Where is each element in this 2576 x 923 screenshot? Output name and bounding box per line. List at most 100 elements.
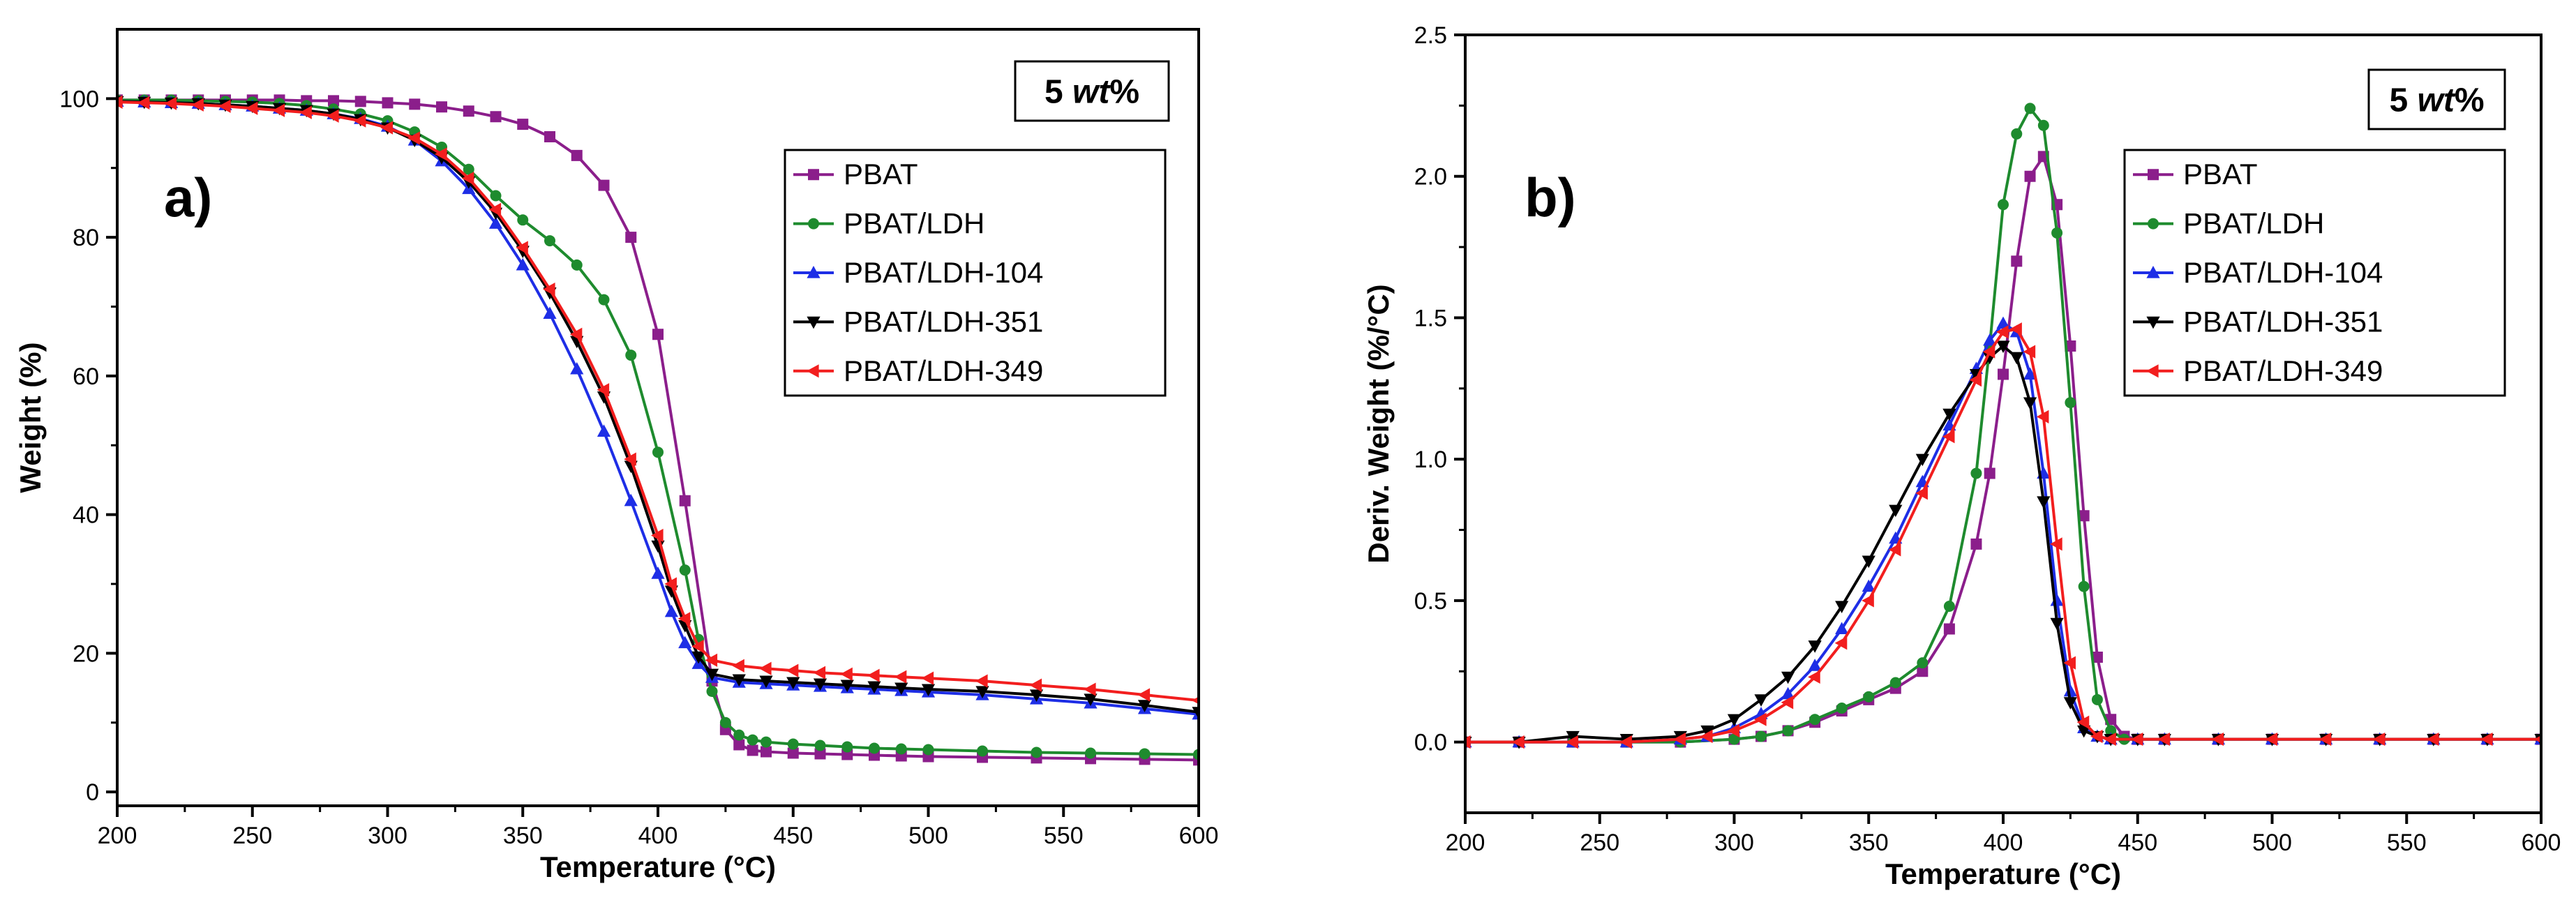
y-axis-label: Weight (%)	[14, 342, 47, 493]
data-point-pbat-ldh-351	[1192, 707, 1199, 719]
data-point-pbat-ldh-351	[840, 680, 854, 693]
annotation-unit: wt	[2418, 82, 2456, 119]
data-point-pbat-ldh-349	[1915, 486, 1928, 500]
data-point-pbat-ldh-104	[543, 306, 557, 320]
data-point-pbat	[544, 131, 555, 143]
data-point-pbat-ldh-349	[1754, 712, 1767, 726]
data-point-pbat-ldh-349	[2211, 732, 2224, 746]
data-point-pbat-ldh-351	[1942, 408, 1956, 421]
data-point-pbat-ldh	[571, 259, 583, 271]
data-point-pbat-ldh-349	[664, 577, 677, 591]
data-point-pbat-ldh-349	[1512, 735, 1525, 749]
data-point-pbat-ldh-349	[1192, 696, 1199, 705]
y-tick-label: 20	[73, 640, 99, 667]
data-point-pbat-ldh	[706, 686, 718, 698]
data-point-pbat	[2011, 255, 2023, 267]
data-point-pbat-ldh-349	[1673, 732, 1686, 746]
data-point-pbat-ldh-349	[867, 668, 880, 682]
x-tick-label: 200	[98, 823, 137, 849]
data-point-pbat-ldh-349	[759, 661, 772, 675]
data-point-pbat-ldh-351	[894, 682, 908, 696]
series-pbat-ldh-349	[117, 95, 1199, 705]
data-point-pbat-ldh-351	[759, 675, 773, 689]
x-tick-label: 600	[2522, 830, 2561, 856]
data-point-pbat-ldh	[1728, 733, 1740, 745]
data-point-pbat-ldh-351	[705, 668, 719, 682]
y-tick-label: 1.0	[1414, 447, 1447, 473]
data-point-pbat-ldh-349	[786, 663, 799, 677]
data-point-pbat-ldh-351	[1781, 671, 1795, 684]
data-point-pbat-ldh-351	[2023, 397, 2037, 410]
annotation-box: 5 wt%	[2367, 68, 2506, 130]
data-point-pbat-ldh	[544, 235, 555, 247]
data-point-pbat-ldh-349	[2063, 656, 2076, 670]
y-tick-label: 0	[86, 779, 99, 806]
data-point-pbat-ldh-351	[732, 674, 746, 687]
data-point-pbat-ldh-351	[2063, 697, 2077, 710]
data-point-pbat-ldh	[1970, 467, 1982, 479]
data-point-pbat-ldh	[1139, 748, 1151, 760]
legend: PBAT PBAT/LDH PBAT/LDH-104 PBAT/LDH-351 PBAT…	[784, 149, 1167, 397]
legend-label: PBAT/LDH-351	[844, 305, 1043, 338]
series-group	[117, 94, 1199, 766]
data-point-pbat	[679, 495, 691, 506]
data-point-pbat-ldh-349	[921, 671, 934, 685]
y-tick-label: 40	[73, 502, 99, 529]
x-tick-label: 400	[1984, 830, 2023, 856]
x-tick-label: 600	[1179, 823, 1219, 849]
data-point-pbat-ldh	[719, 716, 731, 728]
data-point-pbat	[1943, 623, 1955, 635]
annotation-text: 5 wt%	[2389, 82, 2484, 119]
data-point-pbat-ldh-349	[813, 666, 826, 680]
annotation-number: 5	[2389, 82, 2417, 119]
data-point-pbat-ldh-349	[2426, 732, 2439, 746]
data-point-pbat-ldh-349	[245, 101, 258, 115]
y-tick-label: 2.0	[1414, 164, 1447, 190]
legend-marker-pbat-ldh-349	[2146, 364, 2159, 378]
data-point-pbat	[409, 98, 421, 110]
x-axis-label: Temperature (°C)	[540, 850, 776, 883]
data-point-pbat-ldh	[463, 163, 474, 175]
data-point-pbat-ldh-351	[2009, 352, 2023, 365]
data-point-pbat-ldh-349	[1969, 373, 1982, 387]
data-point-pbat-ldh-351	[2037, 496, 2051, 509]
legend-label: PBAT/LDH-104	[2183, 256, 2383, 289]
data-point-pbat-ldh-351	[2050, 617, 2064, 631]
x-tick-label: 300	[368, 823, 407, 849]
data-point-pbat-ldh-349	[1619, 735, 1632, 749]
legend-label: PBAT/LDH	[844, 207, 984, 240]
data-point-pbat-ldh	[1917, 657, 1929, 669]
data-point-pbat-ldh-349	[435, 147, 447, 161]
data-point-pbat-ldh-104	[664, 604, 678, 617]
data-point-pbat-ldh-349	[407, 131, 420, 145]
legend-label: PBAT	[844, 158, 918, 190]
data-point-pbat-ldh	[1889, 677, 1901, 689]
x-tick-label: 250	[1580, 830, 1619, 856]
data-point-pbat	[841, 749, 853, 760]
data-point-pbat	[598, 179, 610, 191]
data-point-pbat	[1984, 467, 1995, 479]
y-tick-label: 80	[73, 225, 99, 251]
data-point-pbat-ldh-349	[1888, 543, 1901, 557]
data-point-pbat-ldh-351	[1889, 504, 1903, 518]
data-point-pbat-ldh-349	[2009, 322, 2022, 336]
data-point-pbat	[382, 97, 394, 109]
annotation-frame	[2367, 68, 2506, 130]
legend-entry-pbat-ldh: PBAT/LDH	[2133, 207, 2324, 240]
legend-marker-pbat-ldh-349	[807, 364, 819, 378]
data-point-pbat-ldh-349	[1942, 430, 1955, 444]
legend-entry-pbat: PBAT	[793, 158, 918, 190]
legend-marker-pbat-ldh	[2148, 218, 2159, 230]
data-point-pbat-ldh-351	[921, 684, 936, 697]
series-group	[1465, 103, 2541, 749]
x-tick-label: 450	[773, 823, 813, 849]
data-point-pbat	[733, 739, 745, 751]
data-point-pbat-ldh-349	[2050, 537, 2062, 551]
data-point-pbat-ldh-104	[2063, 684, 2077, 697]
y-tick-label: 0.5	[1414, 588, 1447, 615]
data-point-pbat-ldh-104	[1983, 333, 1997, 346]
x-tick-label: 350	[1849, 830, 1889, 856]
data-point-pbat-ldh-104	[570, 361, 584, 375]
annotation-percent: %	[2455, 82, 2485, 119]
x-tick-label: 250	[232, 823, 272, 849]
